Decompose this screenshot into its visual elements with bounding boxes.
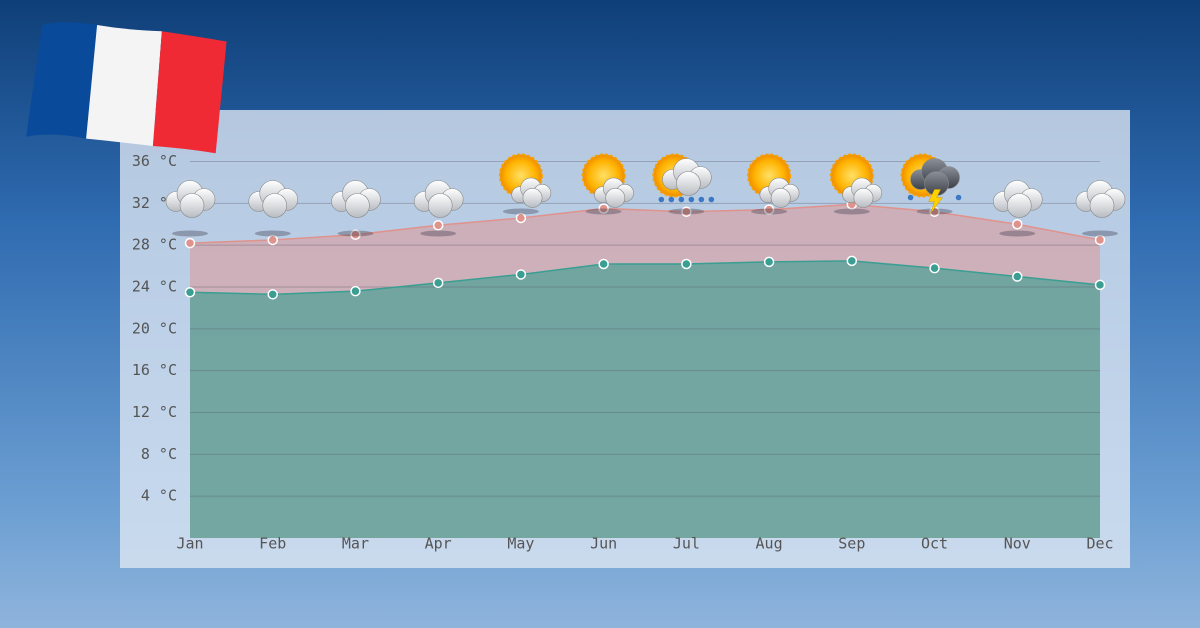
weather-icon <box>992 180 1043 237</box>
data-point <box>267 289 278 300</box>
data-point <box>681 206 692 217</box>
cloud-puff <box>853 187 874 208</box>
icon-shadow <box>337 230 374 237</box>
weather-icon <box>248 180 299 237</box>
x-tick-label: Sep <box>838 535 865 553</box>
lightning <box>928 189 944 214</box>
cloud-puff <box>427 193 453 218</box>
x-tick-label: Mar <box>342 535 369 553</box>
data-point <box>350 229 361 240</box>
flag <box>26 22 227 154</box>
icon-shadow <box>254 230 291 237</box>
y-tick-label: 36 °C <box>132 152 177 170</box>
data-point <box>598 258 609 270</box>
x-tick-label: Nov <box>1004 535 1031 553</box>
data-point <box>432 220 444 231</box>
icon-shadow <box>502 208 539 215</box>
x-tick-label: Oct <box>921 535 948 553</box>
data-point <box>184 286 196 298</box>
cloud-puff <box>1006 193 1032 218</box>
x-tick-label: Jul <box>673 535 700 553</box>
icon-shadow <box>585 208 622 215</box>
data-point <box>763 204 775 215</box>
data-point <box>350 285 361 297</box>
icon-shadow <box>751 208 788 215</box>
icon-shadow <box>172 230 208 237</box>
x-tick-label: Apr <box>425 535 452 553</box>
weather-icon <box>498 153 552 215</box>
y-tick-label: 8 °C <box>141 445 177 463</box>
weather-icon <box>829 153 883 215</box>
data-point <box>432 277 444 289</box>
y-tick-label: 32 °C <box>132 194 177 212</box>
area-fill <box>190 260 1100 538</box>
plot-area: 4 °C 8 °C 12 °C 16 °C 20 °C 24 °C 28 °C 32 °C 36… <box>132 152 1126 553</box>
data-point <box>1012 271 1023 282</box>
weather-icon <box>1075 180 1126 237</box>
icon-shadow <box>1082 230 1118 237</box>
series-line <box>189 203 1101 244</box>
x-tick-label: May <box>507 535 534 553</box>
x-tick-label: Feb <box>259 535 286 553</box>
x-tick-label: Dec <box>1086 535 1113 553</box>
series-line <box>189 260 1101 296</box>
weather-icon <box>165 180 216 237</box>
weather-icon <box>331 180 381 237</box>
data-point <box>1012 219 1023 230</box>
rain-drop <box>698 196 705 203</box>
y-tick-label: 12 °C <box>132 403 177 421</box>
icon-shadow <box>916 208 953 215</box>
rain-drop <box>708 196 715 203</box>
cloud-puff <box>179 193 205 218</box>
rain-drop <box>668 196 675 203</box>
data-point <box>681 258 692 270</box>
icon-shadow <box>999 230 1036 237</box>
weather-icon <box>652 153 715 215</box>
y-tick-label: 20 °C <box>132 319 177 337</box>
icon-shadow <box>420 230 457 237</box>
rain-drop <box>688 196 695 203</box>
rain-drop <box>678 196 685 203</box>
cloud-puff <box>522 187 543 208</box>
y-tick-label: 24 °C <box>132 278 177 296</box>
x-tick-label: Jun <box>590 535 617 553</box>
data-point <box>267 234 278 246</box>
weather-icon <box>413 180 464 237</box>
rain-drop <box>955 194 962 201</box>
y-tick-label: 28 °C <box>132 236 177 254</box>
data-point <box>1094 279 1106 291</box>
cloud-puff <box>770 187 791 208</box>
weather-icon <box>581 153 634 215</box>
weather-icon <box>900 153 962 215</box>
cloud-puff <box>676 171 701 196</box>
x-tick-label: Jan <box>176 535 203 553</box>
y-tick-label: 4 °C <box>141 487 177 505</box>
weather-icon <box>747 153 800 215</box>
data-point <box>763 256 775 268</box>
rain-drop <box>907 194 914 201</box>
cloud-puff <box>262 193 288 218</box>
data-point <box>846 255 858 267</box>
x-tick-label: Aug <box>756 535 783 553</box>
data-point <box>184 237 196 249</box>
data-point <box>515 212 527 224</box>
cloud-puff <box>345 193 370 218</box>
cloud-puff <box>1089 193 1115 218</box>
cloud-puff <box>605 187 626 208</box>
rain-drop <box>658 196 665 203</box>
data-point <box>929 262 940 274</box>
y-tick-label: 16 °C <box>132 361 177 379</box>
icon-shadow <box>668 208 705 215</box>
icon-shadow <box>833 208 870 215</box>
data-point <box>1094 234 1106 246</box>
data-point <box>598 203 609 214</box>
data-point <box>515 269 527 280</box>
